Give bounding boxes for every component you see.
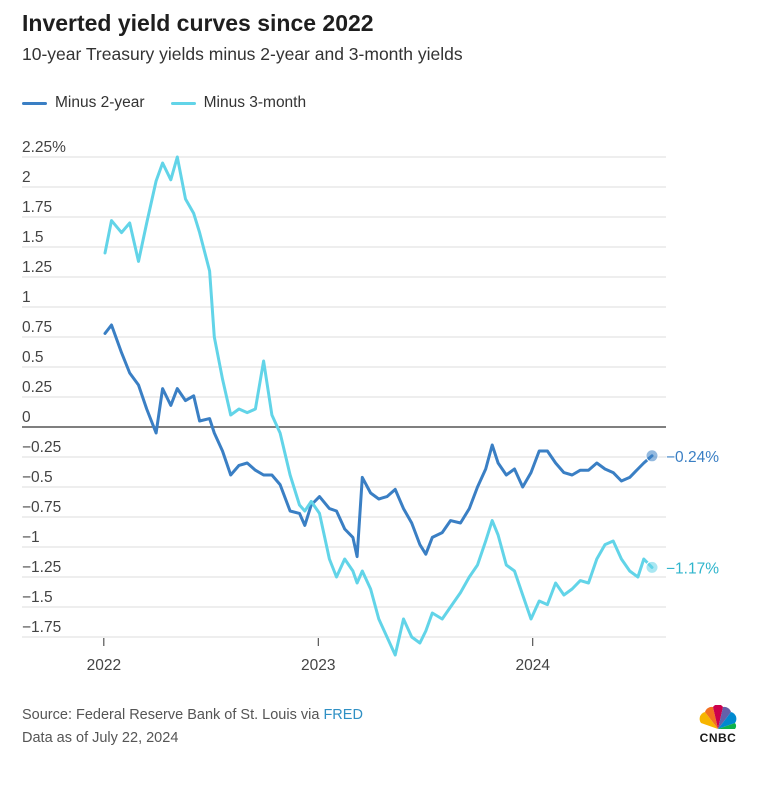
y-tick-label: 1	[22, 289, 31, 306]
legend-label-minus-3-month: Minus 3-month	[203, 94, 307, 111]
legend-item-minus-2-year: Minus 2-year	[22, 94, 145, 112]
legend-item-minus-3-month: Minus 3-month	[170, 94, 307, 112]
nbc-peacock-icon	[699, 704, 737, 729]
y-tick-label: 0	[22, 409, 31, 426]
end-value-label: −0.24%	[666, 449, 719, 466]
y-tick-label: 0.25	[22, 379, 52, 396]
cnbc-logo: CNBC	[688, 704, 748, 745]
end-point-marker	[645, 449, 659, 463]
y-tick-label: 2	[22, 169, 31, 186]
end-point-marker	[645, 560, 659, 574]
y-tick-label: −1	[22, 529, 40, 546]
x-tick-label: 2023	[301, 657, 335, 674]
y-tick-label: −0.5	[22, 469, 53, 486]
logo-text: CNBC	[699, 731, 737, 745]
y-tick-label: 1.5	[22, 229, 44, 246]
chart-title: Inverted yield curves since 2022	[22, 10, 374, 36]
y-tick-label: −0.25	[22, 439, 61, 456]
y-tick-label: −1.25	[22, 559, 61, 576]
y-tick-label: 2.25%	[22, 139, 66, 156]
legend-label-minus-2-year: Minus 2-year	[55, 94, 145, 111]
x-tick-label: 2022	[87, 657, 121, 674]
x-tick-label: 2024	[515, 657, 550, 674]
y-tick-label: −1.5	[22, 589, 53, 606]
legend: Minus 2-year Minus 3-month	[22, 94, 306, 112]
source-line: Source: Federal Reserve Bank of St. Loui…	[22, 704, 363, 727]
y-tick-label: 0.5	[22, 349, 44, 366]
data-note: Data as of July 22, 2024	[22, 730, 179, 746]
footer: Source: Federal Reserve Bank of St. Loui…	[22, 704, 363, 750]
line-chart: 2.25% 2 1.75 1.5 1.25 1 0.75 0.5 0.25 0 −0.25 −0.5 −…	[22, 139, 719, 674]
source-link-fred[interactable]: FRED	[323, 707, 363, 723]
series-line-minus-2-year	[103, 323, 654, 559]
chart-subtitle: 10-year Treasury yields minus 2-year and…	[22, 44, 463, 64]
source-text: Source: Federal Reserve Bank of St. Loui…	[22, 707, 324, 723]
y-tick-label: −1.75	[22, 619, 61, 636]
legend-swatch-minus-3-month	[170, 101, 196, 105]
y-tick-label: 1.75	[22, 199, 52, 216]
y-tick-label: 0.75	[22, 319, 52, 336]
legend-swatch-minus-2-year	[22, 101, 47, 105]
end-value-label: −1.17%	[666, 560, 719, 577]
y-tick-label: −0.75	[22, 499, 61, 516]
series-line-minus-3-month	[103, 155, 654, 657]
y-tick-label: 1.25	[22, 259, 52, 276]
